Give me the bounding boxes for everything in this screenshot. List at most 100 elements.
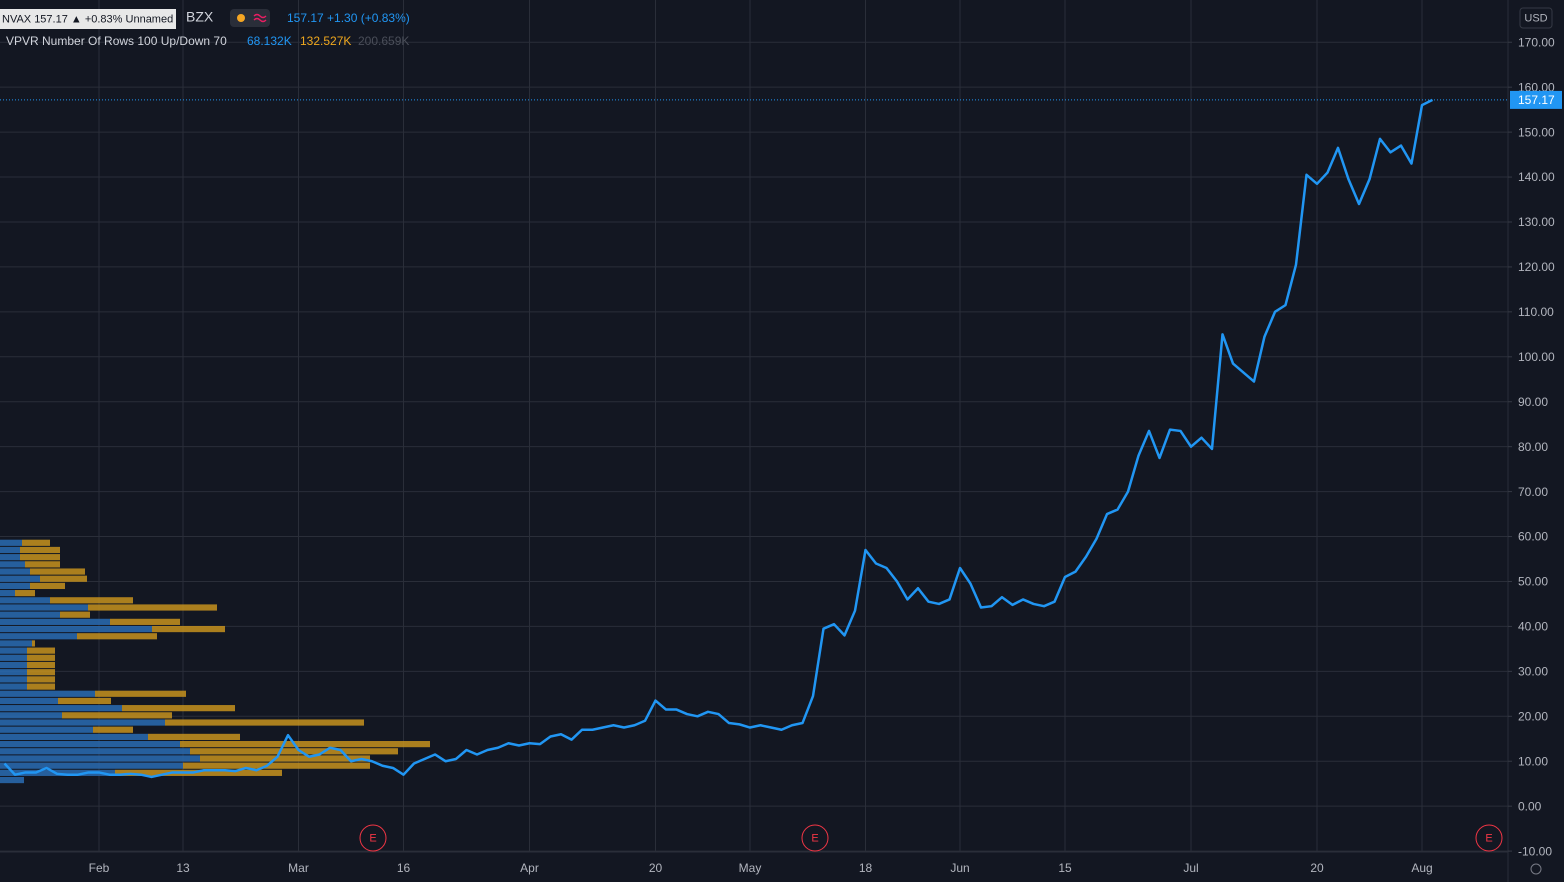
profile-down <box>25 561 60 568</box>
y-tick-label: 160.00 <box>1518 80 1555 94</box>
profile-up <box>0 582 30 590</box>
y-tick-label: 130.00 <box>1518 215 1555 229</box>
earnings-marker[interactable] <box>1475 824 1503 852</box>
profile-up <box>0 575 40 582</box>
plot <box>0 98 1508 779</box>
profile-down <box>95 690 186 697</box>
status-icons[interactable] <box>230 9 270 27</box>
settings-icon[interactable] <box>1530 863 1542 875</box>
profile-down <box>183 762 370 769</box>
profile-up <box>0 669 27 676</box>
x-tick-label: Jun <box>950 861 969 875</box>
earnings-label: E <box>369 832 376 844</box>
profile-down <box>88 604 217 611</box>
profile-down <box>30 568 85 575</box>
x-tick-label: 16 <box>397 861 411 875</box>
profile-down <box>40 575 87 582</box>
x-tick-label: Mar <box>288 861 309 875</box>
indicator-name[interactable]: VPVR Number Of Rows 100 Up/Down 70 <box>6 34 227 48</box>
profile-up <box>0 539 22 546</box>
profile-up <box>0 625 152 633</box>
profile-down <box>32 640 35 647</box>
y-tick-label: 110.00 <box>1518 305 1554 319</box>
profile-up <box>0 590 15 597</box>
axis: -10.00 0.00 10.00 20.00 30.00 40.00 50.00 60.00… <box>89 35 1562 875</box>
earnings-marker[interactable] <box>801 824 829 852</box>
y-tick-label: 10.00 <box>1518 754 1548 768</box>
profile-down <box>20 554 60 561</box>
y-tick-label: 70.00 <box>1518 485 1548 499</box>
profile-down <box>27 647 55 654</box>
earnings-label: E <box>1485 832 1492 844</box>
profile-down <box>58 697 111 705</box>
y-tick-label: 30.00 <box>1518 665 1548 679</box>
y-tick-label: 120.00 <box>1518 260 1555 274</box>
profile-up <box>0 776 24 784</box>
x-tick-label: 20 <box>1310 861 1324 875</box>
y-tick-label: 100.00 <box>1518 350 1555 364</box>
profile-down <box>62 712 172 719</box>
y-tick-label: 90.00 <box>1518 395 1548 409</box>
profile-up <box>0 654 27 661</box>
market-icon <box>237 14 245 22</box>
profile-down <box>148 733 240 741</box>
profile-up <box>0 604 88 611</box>
profile-down <box>27 683 55 690</box>
profile-up <box>0 748 190 755</box>
profile-up <box>0 712 62 719</box>
volume-profile <box>0 539 430 784</box>
profile-up <box>0 633 77 640</box>
last-price-label: 157.17 <box>1518 93 1555 107</box>
y-tick-label: 80.00 <box>1518 440 1548 454</box>
profile-up <box>0 741 180 748</box>
y-tick-label: -10.00 <box>1518 844 1552 858</box>
profile-down <box>122 705 235 712</box>
profile-up <box>0 561 25 568</box>
profile-up <box>0 611 60 618</box>
x-tick-label: Feb <box>89 861 110 875</box>
symbol-badge: NVAX 157.17 ▲ +0.83% Unnamed <box>2 13 173 25</box>
profile-up <box>0 661 27 669</box>
x-tick-label: Aug <box>1411 861 1432 875</box>
profile-up <box>0 726 93 733</box>
profile-up <box>0 618 110 625</box>
x-tick-label: 18 <box>859 861 873 875</box>
vol-total: 200.659K <box>358 34 409 48</box>
profile-down <box>27 669 55 676</box>
profile-up <box>0 568 30 575</box>
y-tick-label: 40.00 <box>1518 620 1548 634</box>
currency-box[interactable] <box>1519 7 1553 29</box>
profile-up <box>0 719 165 726</box>
profile-up <box>0 683 27 690</box>
earnings-label: E <box>811 832 818 844</box>
y-tick-label: 20.00 <box>1518 709 1548 723</box>
profile-down <box>180 741 430 748</box>
profile-up <box>0 733 148 741</box>
symbol-badge-bg <box>0 9 176 29</box>
x-tick-label: 15 <box>1058 861 1072 875</box>
vol-up: 68.132K <box>247 34 292 48</box>
profile-down <box>110 618 180 625</box>
profile-down <box>27 676 55 683</box>
profile-down <box>22 539 50 546</box>
profile-up <box>0 554 20 561</box>
x-tick-label: Jul <box>1183 861 1198 875</box>
profile-up <box>0 690 95 697</box>
earnings-marker[interactable] <box>359 824 387 852</box>
quote: 157.17 +1.30 (+0.83%) <box>287 11 410 25</box>
x-tick-label: Apr <box>520 861 539 875</box>
profile-down <box>200 755 370 762</box>
y-tick-label: 60.00 <box>1518 530 1548 544</box>
profile-down <box>115 769 282 776</box>
profile-up <box>0 647 27 654</box>
x-tick-label: 20 <box>649 861 663 875</box>
profile-up <box>0 697 58 705</box>
vol-down: 132.527K <box>300 34 351 48</box>
x-tick-label: May <box>739 861 762 875</box>
exchange[interactable]: BZX <box>186 9 214 25</box>
profile-down <box>77 633 157 640</box>
profile-down <box>152 625 225 633</box>
profile-down <box>30 582 65 590</box>
profile-up <box>0 597 50 604</box>
